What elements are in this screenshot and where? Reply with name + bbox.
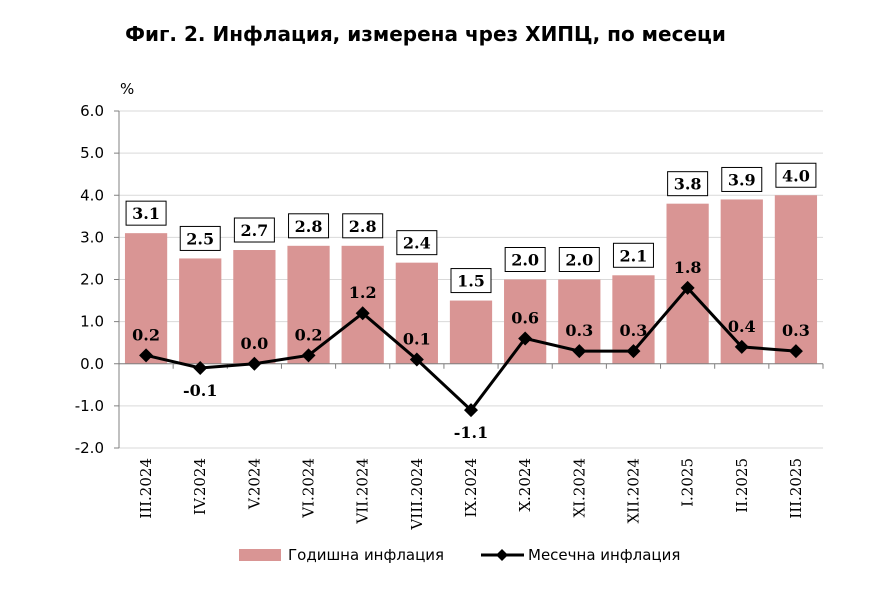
bar-annual-inflation xyxy=(774,195,818,364)
bar-value-label: 2.4 xyxy=(403,234,431,253)
y-tick-label: 6.0 xyxy=(80,102,104,120)
line-point-marker xyxy=(626,344,641,359)
y-tick-label: 1.0 xyxy=(80,313,104,331)
line-point-marker xyxy=(409,352,424,367)
y-tick-label: 2.0 xyxy=(80,271,104,289)
x-category-label: V.2024 xyxy=(245,458,263,510)
legend-label-annual: Годишна инфлация xyxy=(288,546,444,564)
x-category-label: IV.2024 xyxy=(191,458,209,515)
bar-value-box xyxy=(504,247,546,272)
line-value-label: 0.0 xyxy=(240,334,268,353)
line-value-label: 0.3 xyxy=(620,321,648,340)
x-category-label: III.2025 xyxy=(787,458,805,519)
bar-value-label: 2.5 xyxy=(186,229,214,248)
bar-value-box xyxy=(342,213,384,239)
x-category-label: VI.2024 xyxy=(300,458,318,519)
bar-annual-inflation xyxy=(341,245,384,364)
legend-label-monthly: Месечна инфлация xyxy=(528,546,680,564)
bar-annual-inflation xyxy=(287,245,330,364)
bar-value-box xyxy=(125,200,167,226)
bar-value-box xyxy=(450,268,492,294)
bar-annual-inflation xyxy=(179,258,222,364)
x-category-label: VII.2024 xyxy=(354,458,372,525)
bar-value-label: 2.8 xyxy=(349,217,377,236)
bar-annual-inflation xyxy=(720,199,763,364)
line-point-marker xyxy=(788,344,803,359)
bar-annual-inflation xyxy=(504,279,547,364)
line-value-label: 0.1 xyxy=(403,330,431,349)
y-tick-label: -1.0 xyxy=(75,397,104,415)
line-value-label: 0.6 xyxy=(511,308,539,327)
line-value-label: 0.2 xyxy=(132,325,160,344)
x-category-label: XI.2024 xyxy=(570,458,588,518)
line-point-marker xyxy=(734,339,749,354)
line-value-label: 0.4 xyxy=(728,317,756,336)
y-tick-label: 3.0 xyxy=(80,228,104,246)
bar-value-box xyxy=(721,166,763,192)
bar-value-label: 3.9 xyxy=(728,170,756,189)
line-point-marker xyxy=(301,348,316,363)
bar-value-label: 4.0 xyxy=(782,166,810,185)
bar-value-box xyxy=(396,230,438,256)
bar-annual-inflation xyxy=(449,300,493,364)
line-value-label: 0.2 xyxy=(295,325,323,344)
bar-value-box xyxy=(667,171,709,197)
legend-swatch-bar xyxy=(239,549,281,561)
bar-value-label: 2.8 xyxy=(295,217,323,236)
bar-annual-inflation xyxy=(124,233,168,364)
x-category-label: VIII.2024 xyxy=(408,458,426,531)
y-axis-unit: % xyxy=(120,80,135,98)
line-point-marker xyxy=(193,360,208,375)
line-point-marker xyxy=(355,306,370,321)
line-point-marker xyxy=(518,331,533,346)
y-tick-label: 5.0 xyxy=(80,144,104,162)
bar-value-label: 2.0 xyxy=(565,251,593,270)
bar-value-box xyxy=(558,247,600,272)
line-point-marker xyxy=(464,403,478,418)
line-point-marker xyxy=(680,280,695,295)
x-category-label: XII.2024 xyxy=(624,458,642,523)
legend-swatch-marker xyxy=(496,549,508,561)
bar-value-label: 3.8 xyxy=(674,175,702,194)
bar-value-box xyxy=(775,162,817,188)
bar-value-box xyxy=(179,225,221,251)
bar-value-box xyxy=(233,217,275,243)
bar-value-label: 2.7 xyxy=(240,221,268,240)
x-category-label: IX.2024 xyxy=(462,458,480,518)
x-category-label: X.2024 xyxy=(516,458,534,512)
bar-value-label: 1.5 xyxy=(457,272,485,291)
line-value-label: -1.1 xyxy=(454,423,488,442)
y-tick-label: 0.0 xyxy=(80,355,104,373)
bar-value-label: 3.1 xyxy=(132,204,160,223)
line-value-label: 0.3 xyxy=(565,321,593,340)
line-point-marker xyxy=(139,348,154,363)
bar-value-label: 2.0 xyxy=(511,251,539,270)
line-value-label: -0.1 xyxy=(183,381,217,400)
bar-value-box xyxy=(288,213,330,239)
line-point-marker xyxy=(247,356,262,371)
x-category-label: I.2025 xyxy=(679,458,697,507)
y-tick-label: -2.0 xyxy=(75,439,104,457)
line-value-label: 0.3 xyxy=(782,321,810,340)
line-value-label: 1.8 xyxy=(674,258,702,277)
y-tick-label: 4.0 xyxy=(80,186,104,204)
bar-value-label: 2.1 xyxy=(620,246,648,265)
bar-value-box xyxy=(612,242,654,268)
x-category-label: II.2025 xyxy=(733,458,751,513)
x-category-label: III.2024 xyxy=(137,458,155,519)
chart-title: Фиг. 2. Инфлация, измерена чрез ХИПЦ, по… xyxy=(125,22,726,46)
bar-annual-inflation xyxy=(233,250,276,364)
line-point-marker xyxy=(572,344,587,359)
line-value-label: 1.2 xyxy=(349,283,377,302)
